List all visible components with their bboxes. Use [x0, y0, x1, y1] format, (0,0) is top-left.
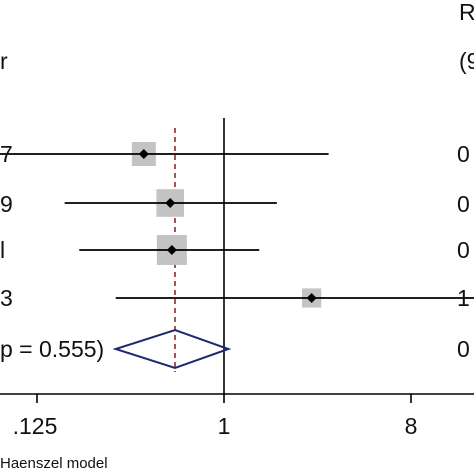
- study-point-3: [166, 245, 177, 255]
- x-tick-label-8: 8: [405, 413, 418, 439]
- study-label-1: 7: [0, 141, 13, 167]
- overall-diamond: [112, 328, 232, 370]
- x-tick-label-1: 1: [218, 413, 231, 439]
- study-label-3: l: [0, 237, 5, 263]
- header-right-bottom: (9: [459, 48, 474, 74]
- overall-value: 0: [457, 336, 470, 362]
- study-value-1: 0: [457, 141, 470, 167]
- overall-label: p = 0.555): [0, 336, 104, 362]
- study-value-3: 0: [457, 237, 470, 263]
- header-right-top: R: [459, 0, 474, 25]
- study-point-2: [165, 198, 176, 208]
- study-label-4: 3: [0, 285, 13, 311]
- study-label-2: 9: [0, 191, 13, 217]
- study-point-1: [138, 149, 149, 159]
- study-point-4: [306, 293, 317, 303]
- header-left-label: r: [0, 48, 8, 74]
- study-value-2: 0: [457, 191, 470, 217]
- plot-layer: [0, 118, 474, 403]
- footnote: Haenszel model: [0, 455, 108, 472]
- study-value-4: 1: [457, 285, 470, 311]
- x-tick-label-0125: .125: [13, 413, 58, 439]
